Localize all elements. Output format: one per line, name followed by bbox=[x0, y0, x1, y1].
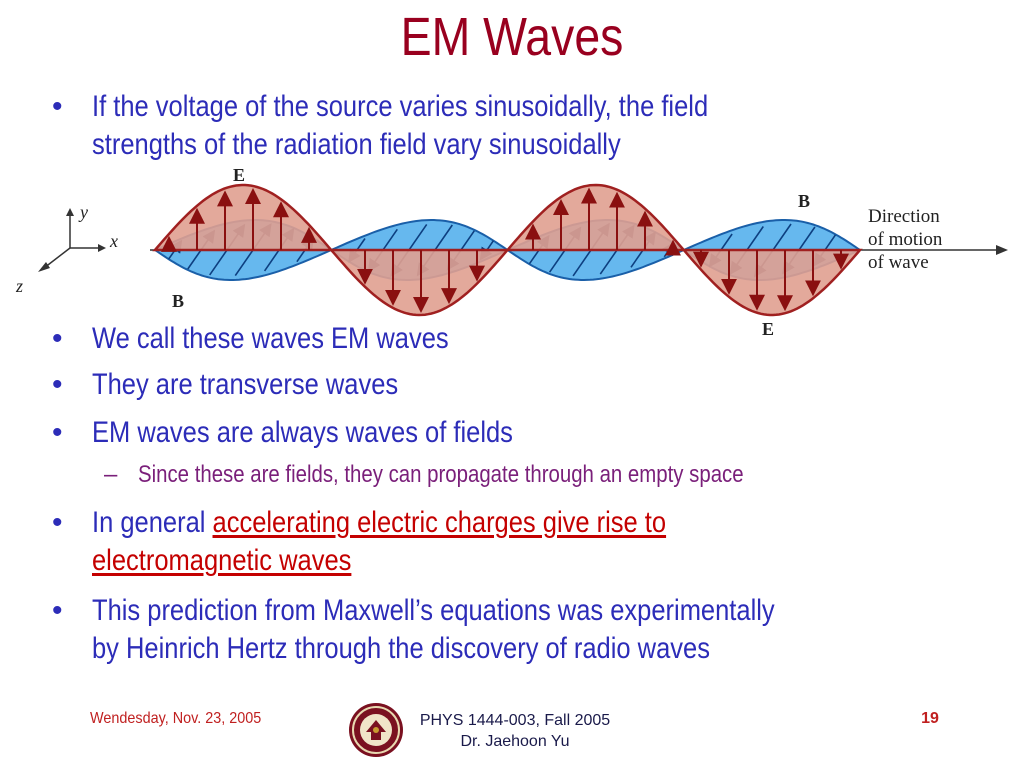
axis-label-x: x bbox=[109, 231, 118, 251]
b-label-top: B bbox=[798, 191, 810, 211]
e-label-bottom: E bbox=[762, 319, 774, 339]
sub-bullet-marker: – bbox=[104, 461, 118, 488]
bullet-text: We call these waves EM waves bbox=[92, 322, 449, 355]
bullet-text-line: If the voltage of the source varies sinu… bbox=[92, 90, 709, 123]
electric-field-wave bbox=[152, 183, 863, 317]
bullet-text: EM waves are always waves of fields bbox=[92, 416, 513, 449]
direction-label-line3: of wave bbox=[868, 252, 929, 273]
highlighted-text: electromagnetic waves bbox=[92, 544, 352, 577]
bullet-marker: • bbox=[52, 368, 63, 401]
footer: Wendesday, Nov. 23, 2005 PHYS 1444-003, … bbox=[0, 700, 1024, 768]
bullet-text: They are transverse waves bbox=[92, 368, 399, 401]
instructor-name: Dr. Jaehoon Yu bbox=[460, 733, 570, 750]
footer-date: Wendesday, Nov. 23, 2005 bbox=[90, 710, 262, 727]
axis-label-z: z bbox=[15, 276, 23, 296]
bullet-text-prefix: In general bbox=[92, 506, 213, 539]
bullet-marker: • bbox=[52, 90, 63, 123]
bullet-marker: • bbox=[52, 322, 63, 355]
axis-label-y: y bbox=[78, 202, 88, 222]
em-wave-diagram: y x z E E B B Direction of motion of wav… bbox=[15, 165, 1008, 339]
e-label-top: E bbox=[233, 165, 245, 185]
bullet-marker: • bbox=[52, 506, 63, 539]
bullet-marker: • bbox=[52, 594, 63, 627]
highlighted-text: accelerating electric charges give rise … bbox=[212, 506, 667, 539]
university-seal-icon bbox=[349, 703, 403, 757]
bullet-text-line: by Heinrich Hertz through the discovery … bbox=[92, 632, 710, 665]
bullet-text-line: strengths of the radiation field vary si… bbox=[92, 128, 621, 161]
page-number: 19 bbox=[921, 710, 939, 727]
sub-bullet-text: Since these are fields, they can propaga… bbox=[138, 461, 744, 488]
bullet-text-line: This prediction from Maxwell’s equations… bbox=[92, 594, 775, 627]
e-field-fill bbox=[152, 183, 863, 317]
axis-triad bbox=[38, 208, 106, 272]
b-label-bottom: B bbox=[172, 291, 184, 311]
direction-label-line1: Direction bbox=[868, 206, 940, 227]
footer-course: PHYS 1444-003, Fall 2005 Dr. Jaehoon Yu bbox=[400, 710, 630, 752]
course-code: PHYS 1444-003, Fall 2005 bbox=[419, 712, 611, 729]
direction-label-line2: of motion bbox=[868, 229, 943, 250]
bullet-marker: • bbox=[52, 416, 63, 449]
slide-title: EM Waves bbox=[400, 7, 624, 67]
